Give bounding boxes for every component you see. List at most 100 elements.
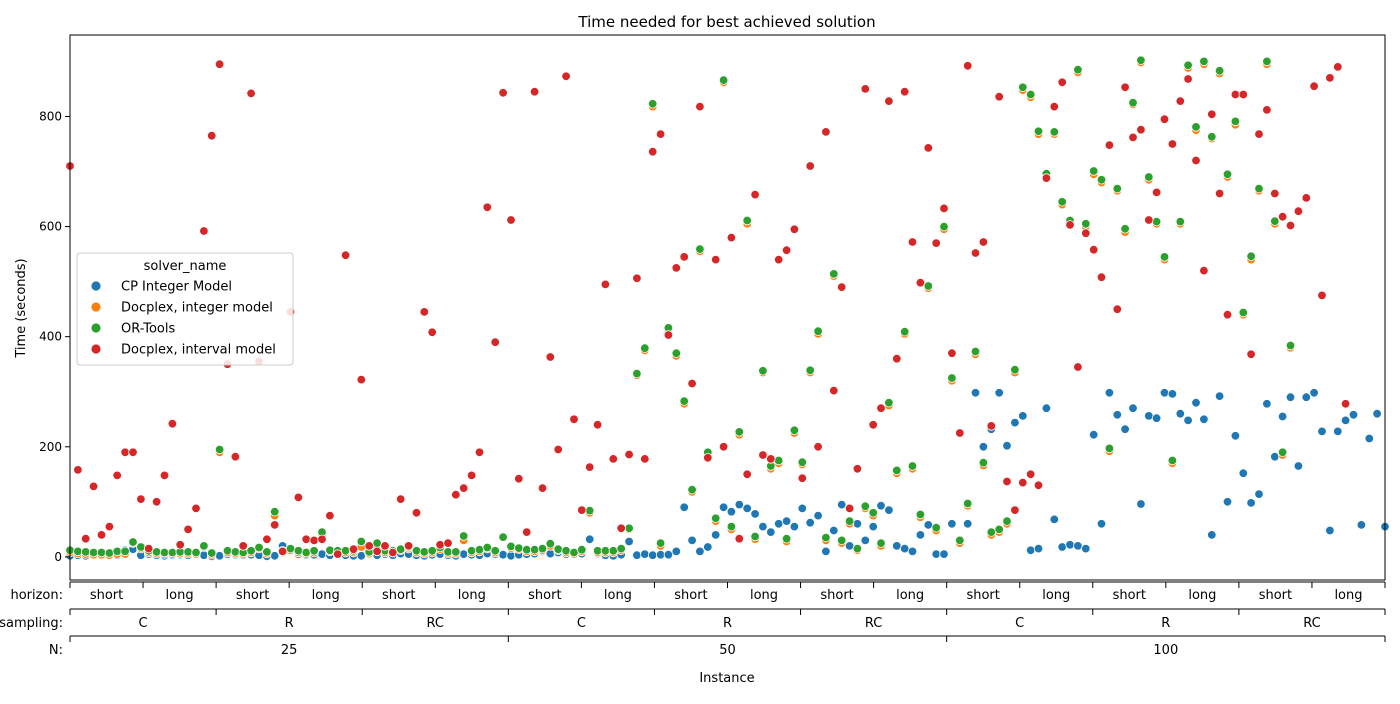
data-point — [411, 546, 422, 556]
data-point — [104, 521, 115, 532]
data-point — [726, 507, 737, 517]
y-tick-label: 200 — [39, 440, 62, 454]
data-point — [852, 519, 863, 529]
group-label: C — [139, 616, 148, 631]
data-point — [860, 501, 871, 511]
data-point — [600, 279, 611, 290]
data-point — [1199, 56, 1209, 67]
data-point — [1104, 388, 1115, 398]
data-point — [1010, 505, 1020, 515]
data-point — [655, 129, 666, 139]
legend-items: CP Integer Model Docplex, integer model OR… — [90, 280, 276, 358]
data-point — [214, 551, 225, 561]
data-point — [482, 202, 493, 213]
legend-item-label: CP Integer Model — [121, 280, 232, 295]
group-label: 50 — [719, 643, 736, 658]
data-point — [553, 544, 563, 554]
data-point — [1081, 228, 1091, 238]
data-point — [388, 547, 398, 558]
data-point — [1309, 81, 1319, 91]
data-point — [498, 532, 508, 542]
data-point — [1018, 82, 1028, 93]
chart-title: Time needed for best achieved solution — [577, 13, 875, 31]
group-label: short — [1113, 588, 1146, 603]
data-point — [1183, 60, 1193, 71]
data-point — [364, 541, 374, 551]
data-point — [1207, 109, 1217, 120]
data-point — [805, 518, 815, 528]
data-point — [309, 546, 319, 556]
data-point — [1262, 399, 1272, 409]
data-point — [970, 388, 981, 398]
data-point — [88, 547, 99, 558]
data-point — [1191, 155, 1201, 166]
group-row: horizon: short long short long short long short… — [10, 581, 1386, 603]
data-point — [143, 543, 154, 554]
data-point — [514, 474, 524, 484]
data-point — [734, 534, 745, 544]
data-point — [1002, 476, 1012, 487]
data-point — [128, 447, 138, 458]
group-label: C — [1015, 616, 1024, 631]
data-point — [955, 428, 965, 438]
data-point — [1277, 411, 1288, 422]
data-point — [1254, 129, 1264, 139]
data-point — [695, 244, 705, 254]
data-point — [1096, 175, 1107, 185]
data-point — [1049, 514, 1060, 525]
group-label: long — [604, 588, 632, 603]
data-point — [136, 542, 146, 552]
data-point — [616, 523, 626, 534]
data-point — [797, 457, 808, 467]
data-point — [955, 535, 965, 546]
data-point — [1151, 413, 1162, 423]
data-point — [1285, 340, 1296, 351]
data-point — [624, 523, 634, 534]
data-point — [1018, 411, 1028, 421]
data-point — [797, 473, 808, 483]
data-point — [844, 541, 855, 551]
group-row: sampling: C R RC C R RC C R RC — [0, 608, 1386, 631]
data-point — [844, 516, 855, 526]
data-point — [585, 505, 595, 516]
data-point — [1144, 172, 1154, 182]
data-point — [206, 130, 217, 141]
data-point — [1073, 64, 1083, 75]
data-point — [403, 541, 414, 551]
data-point — [419, 547, 430, 557]
x-axis-label: Instance — [699, 671, 754, 686]
data-point — [687, 535, 697, 546]
data-point — [1333, 426, 1343, 437]
data-point — [199, 541, 209, 551]
data-point — [1057, 77, 1067, 88]
data-point — [1191, 398, 1201, 408]
data-point — [947, 348, 957, 358]
data-point — [600, 546, 611, 556]
data-point — [1238, 468, 1249, 478]
y-tick-label: 800 — [39, 109, 62, 123]
data-point — [356, 536, 367, 547]
data-point — [1088, 244, 1099, 255]
data-point — [1246, 349, 1256, 360]
group-label: short — [528, 588, 561, 603]
data-point — [222, 546, 233, 556]
data-point — [561, 71, 571, 82]
group-label: short — [966, 588, 999, 603]
data-point — [419, 307, 430, 317]
data-point — [1073, 362, 1083, 372]
data-point — [96, 530, 107, 540]
data-point — [703, 453, 713, 463]
data-point — [396, 544, 406, 554]
data-point — [1041, 173, 1052, 183]
data-point — [1262, 56, 1272, 67]
data-point — [742, 215, 752, 226]
group-axes: horizon: short long short long short long short… — [0, 581, 1386, 658]
data-point — [1175, 409, 1186, 419]
data-point — [1065, 220, 1075, 230]
data-point — [821, 546, 831, 557]
data-point — [1199, 414, 1209, 425]
data-point — [963, 61, 973, 71]
data-point — [293, 546, 304, 556]
data-point — [994, 91, 1004, 102]
